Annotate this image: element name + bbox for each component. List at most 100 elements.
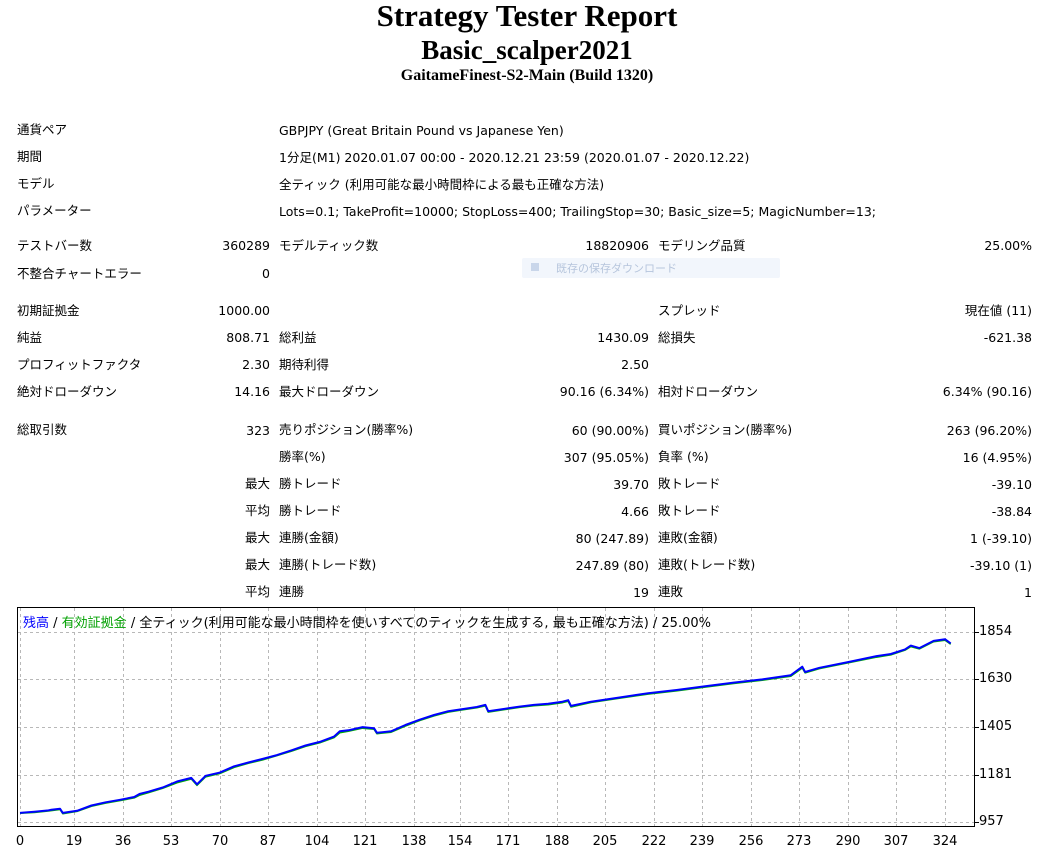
y-tick-label-4: 957: [979, 814, 1004, 829]
avg-consec-losses-value: 1: [1024, 585, 1032, 600]
x-tick-label-16: 273: [786, 834, 812, 849]
quality-label: モデリング品質: [658, 238, 746, 253]
x-tick-label-15: 256: [738, 834, 764, 849]
long-value: 263 (96.20%): [946, 423, 1032, 438]
avg-consec-losses-label: 連敗: [658, 584, 684, 599]
max-prefix-3: 最大: [244, 557, 270, 572]
largest-win-value: 39.70: [613, 477, 649, 492]
ghost-tooltip: 既存の保存ダウンロード: [522, 258, 780, 278]
short-value: 60 (90.00%): [571, 423, 649, 438]
win-rate-label: 勝率(%): [279, 449, 326, 464]
rel-dd-value: 6.34% (90.16): [942, 384, 1032, 399]
x-tick-label-1: 19: [65, 834, 83, 849]
ghost-tooltip-text: 既存の保存ダウンロード: [556, 262, 677, 275]
consec-wins-count-value: 247.89 (80): [575, 558, 649, 573]
y-tick-mark-0: [975, 632, 979, 633]
y-tick-label-0: 1854: [979, 624, 1013, 639]
ea-name: Basic_scalper2021: [421, 35, 633, 65]
deposit-value: 1000.00: [218, 303, 270, 318]
server-build: GaitameFinest-S2-Main (Build 1320): [400, 67, 654, 84]
mismatch-value: 0: [262, 266, 270, 281]
avg-prefix-1: 平均: [244, 503, 270, 518]
x-tick-label-18: 307: [883, 834, 909, 849]
ghost-tooltip-icon: [531, 263, 539, 271]
x-tick-label-13: 222: [641, 834, 667, 849]
symbol-label: 通貨ペア: [17, 122, 68, 137]
gross-profit-value: 1430.09: [597, 330, 649, 345]
largest-win-label: 勝トレード: [279, 476, 342, 491]
x-tick-label-7: 121: [352, 834, 378, 849]
consec-losses-money-label: 連敗(金額): [658, 530, 718, 545]
legend-description: 全ティック(利用可能な最小時間枠を使いすべてのティックを生成する, 最も正確な方…: [139, 616, 711, 631]
legend-sep-2: /: [126, 616, 140, 631]
net-label: 純益: [17, 330, 43, 345]
max-prefix-1: 最大: [244, 476, 270, 491]
x-tick-label-5: 87: [259, 834, 277, 849]
pf-value: 2.30: [242, 357, 270, 372]
mismatch-label: 不整合チャートエラー: [17, 266, 142, 281]
balance-chart: 残高 / 有効証拠金 / 全ティック(利用可能な最小時間枠を使いすべてのティック…: [17, 607, 975, 827]
avg-loss-value: -38.84: [991, 504, 1032, 519]
y-tick-mark-2: [975, 727, 979, 728]
avg-loss-label: 敗トレード: [658, 503, 721, 518]
consec-losses-count-value: -39.10 (1): [970, 558, 1032, 573]
trades-label: 総取引数: [17, 422, 68, 437]
avg-prefix-2: 平均: [244, 584, 270, 599]
max-prefix-2: 最大: [244, 530, 270, 545]
y-tick-mark-1: [975, 679, 979, 680]
ticks-value: 18820906: [585, 238, 649, 253]
gross-loss-value: -621.38: [983, 330, 1032, 345]
abs-dd-label: 絶対ドローダウン: [17, 384, 118, 399]
period-label: 期間: [17, 149, 43, 164]
x-tick-label-0: 0: [15, 834, 25, 849]
x-tick-label-6: 104: [304, 834, 330, 849]
legend-balance: 残高: [23, 616, 50, 631]
short-label: 売りポジション(勝率%): [279, 422, 414, 437]
chart-legend: 残高 / 有効証拠金 / 全ティック(利用可能な最小時間枠を使いすべてのティック…: [23, 616, 711, 632]
quality-value: 25.00%: [984, 238, 1032, 253]
avg-win-label: 勝トレード: [279, 503, 342, 518]
symbol-value: GBPJPY (Great Britain Pound vs Japanese …: [279, 123, 564, 138]
report-title: Strategy Tester Report: [376, 0, 678, 33]
x-tick-label-17: 290: [835, 834, 861, 849]
expected-value: 2.50: [621, 357, 649, 372]
model-label: モデル: [17, 176, 55, 191]
max-dd-value: 90.16 (6.34%): [559, 384, 649, 399]
balance-line: [19, 638, 952, 814]
avg-consec-wins-label: 連勝: [279, 584, 305, 599]
win-rate-value: 307 (95.05%): [563, 450, 649, 465]
consec-losses-count-label: 連敗(トレード数): [658, 557, 756, 572]
largest-loss-label: 敗トレード: [658, 476, 721, 491]
loss-rate-label: 負率 (%): [658, 449, 709, 464]
chart-plot: [18, 608, 974, 826]
pf-label: プロフィットファクタ: [17, 357, 142, 372]
y-tick-mark-3: [975, 775, 979, 776]
trades-value: 323: [246, 423, 270, 438]
gross-profit-label: 総利益: [279, 330, 317, 345]
gross-loss-label: 総損失: [658, 330, 696, 345]
x-tick-label-9: 154: [447, 834, 473, 849]
y-tick-label-3: 1181: [979, 767, 1013, 782]
long-label: 買いポジション(勝率%): [658, 422, 793, 437]
avg-win-value: 4.66: [621, 504, 649, 519]
legend-sep-1: /: [49, 616, 62, 631]
bars-label: テストバー数: [17, 238, 93, 253]
x-tick-label-2: 36: [114, 834, 132, 849]
x-tick-label-11: 188: [544, 834, 570, 849]
rel-dd-label: 相対ドローダウン: [658, 384, 759, 399]
y-tick-label-1: 1630: [979, 671, 1013, 686]
x-tick-label-10: 171: [495, 834, 521, 849]
x-tick-label-19: 324: [932, 834, 958, 849]
x-tick-label-12: 205: [592, 834, 618, 849]
expected-label: 期待利得: [279, 357, 330, 372]
loss-rate-value: 16 (4.95%): [962, 450, 1032, 465]
consec-wins-money-label: 連勝(金額): [279, 530, 339, 545]
avg-consec-wins-value: 19: [633, 585, 649, 600]
x-tick-label-3: 53: [162, 834, 180, 849]
x-tick-label-8: 138: [401, 834, 427, 849]
bars-value: 360289: [222, 238, 270, 253]
consec-wins-count-label: 連勝(トレード数): [279, 557, 377, 572]
spread-label: スプレッド: [658, 303, 721, 318]
params-label: パラメーター: [17, 203, 92, 218]
x-tick-label-14: 239: [689, 834, 715, 849]
